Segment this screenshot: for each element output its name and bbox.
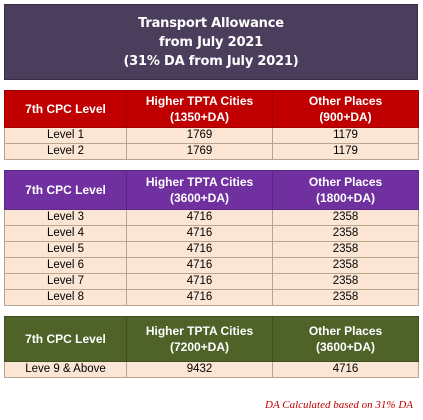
table-levels-3-8: 7th CPC Level Higher TPTA Cities (3600+D…	[4, 170, 419, 306]
cell-higher-tpta: 4716	[126, 257, 273, 274]
table-header-row: 7th CPC Level Higher TPTA Cities (1350+D…	[4, 90, 419, 128]
cell-higher-tpta: 4716	[126, 289, 273, 306]
cell-level: Level 4	[4, 225, 127, 242]
cell-other-places: 2358	[272, 257, 419, 274]
header-other-places-rate: (3600+DA)	[315, 340, 376, 354]
cell-higher-tpta: 1769	[126, 143, 273, 160]
header-other-places: Other Places (900+DA)	[272, 90, 419, 128]
header-level: 7th CPC Level	[4, 316, 127, 362]
cell-higher-tpta: 4716	[126, 225, 273, 242]
table-row: Leve 9 & Above 9432 4716	[4, 361, 419, 378]
cell-other-places: 2358	[272, 225, 419, 242]
cell-other-places: 2358	[272, 241, 419, 258]
cell-other-places: 2358	[272, 209, 419, 226]
header-higher-tpta-label: Higher TPTA Cities	[145, 324, 254, 338]
cell-level: Level 6	[4, 257, 127, 274]
header-level: 7th CPC Level	[4, 90, 127, 128]
table-level-9-above: 7th CPC Level Higher TPTA Cities (7200+D…	[4, 316, 419, 378]
header-other-places-rate: (1800+DA)	[315, 191, 376, 205]
cell-higher-tpta: 4716	[126, 241, 273, 258]
cell-other-places: 1179	[272, 143, 419, 160]
cell-level: Level 5	[4, 241, 127, 258]
table-header-row: 7th CPC Level Higher TPTA Cities (3600+D…	[4, 170, 419, 210]
header-higher-tpta: Higher TPTA Cities (7200+DA)	[126, 316, 273, 362]
header-higher-tpta: Higher TPTA Cities (3600+DA)	[126, 170, 273, 210]
header-level: 7th CPC Level	[4, 170, 127, 210]
title-banner: Transport Allowance from July 2021 (31% …	[4, 4, 418, 80]
header-higher-tpta-label: Higher TPTA Cities	[145, 175, 254, 189]
title-line-2: from July 2021	[159, 34, 263, 50]
cell-level: Leve 9 & Above	[4, 361, 127, 378]
cell-higher-tpta: 1769	[126, 127, 273, 144]
table-header-row: 7th CPC Level Higher TPTA Cities (7200+D…	[4, 316, 419, 362]
title-line-1: Transport Allowance	[138, 15, 284, 31]
table-row: Level 6 4716 2358	[4, 257, 419, 274]
table-row: Level 7 4716 2358	[4, 273, 419, 290]
header-higher-tpta-rate: (7200+DA)	[169, 340, 230, 354]
table-row: Level 8 4716 2358	[4, 289, 419, 306]
table-row: Level 2 1769 1179	[4, 143, 419, 160]
header-other-places-label: Other Places	[308, 94, 383, 108]
table-row: Level 1 1769 1179	[4, 127, 419, 144]
header-other-places-label: Other Places	[308, 324, 383, 338]
header-higher-tpta-rate: (1350+DA)	[169, 110, 230, 124]
cell-other-places: 4716	[272, 361, 419, 378]
table-row: Level 4 4716 2358	[4, 225, 419, 242]
header-other-places-rate: (900+DA)	[319, 110, 372, 124]
cell-other-places: 1179	[272, 127, 419, 144]
table-levels-1-2: 7th CPC Level Higher TPTA Cities (1350+D…	[4, 90, 419, 160]
header-higher-tpta: Higher TPTA Cities (1350+DA)	[126, 90, 273, 128]
cell-level: Level 3	[4, 209, 127, 226]
cell-higher-tpta: 9432	[126, 361, 273, 378]
da-note: DA Calculated based on 31% DA	[265, 399, 413, 411]
title-line-3: (31% DA from July 2021)	[123, 53, 299, 69]
header-higher-tpta-rate: (3600+DA)	[169, 191, 230, 205]
table-row: Level 3 4716 2358	[4, 209, 419, 226]
cell-other-places: 2358	[272, 289, 419, 306]
cell-other-places: 2358	[272, 273, 419, 290]
cell-level: Level 2	[4, 143, 127, 160]
cell-level: Level 8	[4, 289, 127, 306]
header-other-places: Other Places (1800+DA)	[272, 170, 419, 210]
header-other-places: Other Places (3600+DA)	[272, 316, 419, 362]
table-row: Level 5 4716 2358	[4, 241, 419, 258]
allowance-document: Transport Allowance from July 2021 (31% …	[4, 4, 419, 378]
header-other-places-label: Other Places	[308, 175, 383, 189]
header-higher-tpta-label: Higher TPTA Cities	[145, 94, 254, 108]
cell-level: Level 7	[4, 273, 127, 290]
cell-higher-tpta: 4716	[126, 209, 273, 226]
cell-level: Level 1	[4, 127, 127, 144]
cell-higher-tpta: 4716	[126, 273, 273, 290]
